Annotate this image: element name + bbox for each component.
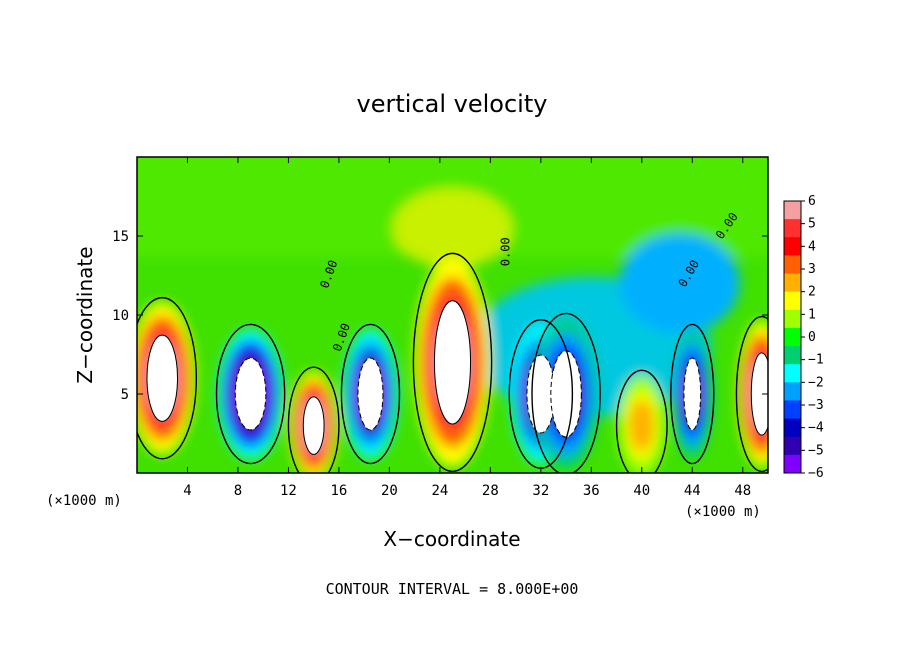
feature-7-ring-4 — [632, 407, 651, 444]
colorbar-swatch — [784, 346, 801, 365]
y-axis-ticks: 5 10 15 — [112, 229, 768, 403]
feature-0-zero-contour — [137, 296, 198, 460]
colorbar-swatch — [784, 327, 801, 347]
colorbar-swatch — [784, 400, 801, 420]
contour-label: 0.00 — [498, 237, 512, 266]
colorbar-swatch — [784, 291, 801, 311]
mid-cool-patch-2 — [619, 233, 740, 334]
x-tick-label: 8 — [234, 483, 242, 499]
feature-7-zero-contour — [615, 369, 668, 473]
x-tick-label: 44 — [684, 483, 701, 499]
x-tick-label: 20 — [381, 483, 398, 499]
colorbar-swatch — [784, 255, 801, 275]
feature-3-core — [357, 357, 384, 431]
x-tick-label: 40 — [633, 483, 650, 499]
x-axis-label: X−coordinate — [383, 527, 520, 551]
feature-1-zero-contour — [215, 323, 286, 465]
feature-9-zero-contour — [735, 315, 768, 473]
x-tick-label: 24 — [431, 483, 448, 499]
colorbar-swatch — [784, 273, 801, 293]
x-unit-left: (×1000 m) — [46, 493, 122, 509]
x-tick-label: 28 — [482, 483, 499, 499]
feature-2-zero-contour — [287, 366, 340, 473]
colorbar-swatch — [784, 201, 801, 220]
feature-6-core — [550, 350, 582, 438]
feature-4-zero-contour — [412, 252, 493, 473]
colorbar-swatch — [784, 454, 801, 474]
plot-area: 0.000.000.000.000.00 — [137, 157, 768, 473]
colorbar-swatch — [784, 418, 801, 438]
feature-8-core — [683, 357, 702, 431]
contour-interval-note: CONTOUR INTERVAL = 8.000E+00 — [326, 580, 579, 598]
x-tick-label: 16 — [330, 483, 347, 499]
chart-title: vertical velocity — [357, 90, 548, 118]
colorbar-tick-label: 2 — [808, 285, 816, 300]
colorbar-tick-label: 0 — [808, 330, 816, 345]
colorbar-tick-label: 4 — [808, 239, 816, 254]
colorbar-tick-label: −3 — [808, 398, 824, 413]
feature-3-zero-contour — [340, 323, 401, 465]
feature-1-core — [234, 357, 267, 431]
colorbar-tick-label: 3 — [808, 262, 816, 277]
colorbar-swatch — [784, 436, 801, 456]
colorbar-tick-label: −4 — [808, 421, 824, 436]
colorbar-tick-label: 5 — [808, 217, 816, 232]
y-tick-label: 5 — [121, 387, 129, 403]
colorbar-swatch — [784, 219, 801, 238]
x-axis-ticks: 4 8 12 16 20 24 28 32 36 40 44 48 — [183, 157, 751, 499]
x-tick-label: 32 — [532, 483, 549, 499]
x-tick-label: 4 — [183, 483, 191, 499]
feature-2-core — [302, 396, 325, 455]
colorbar-tick-label: −2 — [808, 375, 824, 390]
x-tick-label: 48 — [734, 483, 751, 499]
x-tick-label: 36 — [583, 483, 600, 499]
x-unit-right: (×1000 m) — [685, 504, 761, 520]
feature-8-zero-contour — [670, 323, 715, 465]
velocity-cores — [146, 300, 768, 455]
feature-6-zero-contour — [531, 312, 601, 473]
x-tick-label: 12 — [280, 483, 297, 499]
colorbar-tick-label: −1 — [808, 353, 824, 368]
feature-0-core — [146, 334, 179, 422]
colorbar-tick-label: −5 — [808, 443, 824, 458]
colorbar-swatch — [784, 364, 801, 383]
y-axis-label: Z−coordinate — [73, 246, 97, 383]
colorbar: 6 5 4 3 2 1 0 −1 −2 −3 −4 −5 −6 — [783, 194, 824, 481]
feature-4-core — [433, 300, 472, 425]
colorbar-swatch — [784, 309, 801, 329]
y-tick-label: 15 — [112, 229, 129, 245]
colorbar-tick-label: −6 — [808, 466, 824, 481]
colorbar-swatch — [784, 237, 801, 256]
colorbar-tick-label: 6 — [808, 194, 816, 209]
upper-warm-patch — [392, 188, 513, 269]
colorbar-tick-label: 1 — [808, 307, 816, 322]
y-tick-label: 10 — [112, 308, 129, 324]
feature-9-core — [750, 352, 768, 436]
colorbar-swatch — [784, 382, 801, 401]
